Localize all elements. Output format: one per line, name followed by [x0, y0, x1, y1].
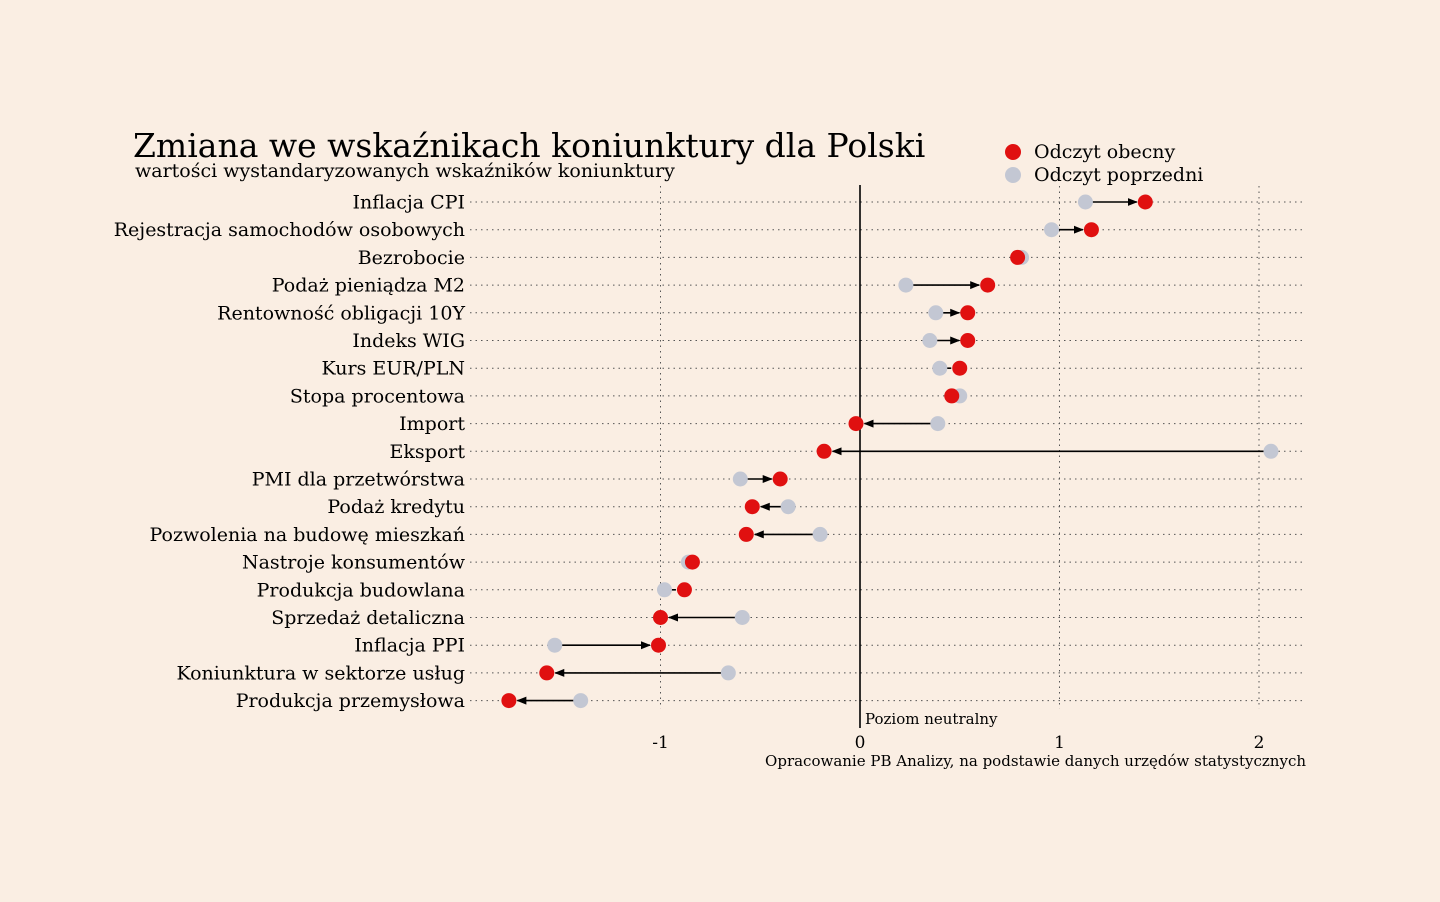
- chart-title: Zmiana we wskaźnikach koniunktury dla Po…: [133, 126, 925, 165]
- legend-marker-previous: [1005, 167, 1021, 183]
- legend-label-current: Odczyt obecny: [1034, 141, 1176, 163]
- point-previous: [1263, 443, 1279, 459]
- category-label: Produkcja przemysłowa: [236, 690, 465, 712]
- point-current: [1137, 194, 1153, 210]
- point-current: [848, 416, 864, 432]
- x-tick-label: 2: [1254, 733, 1265, 753]
- point-previous: [573, 693, 589, 709]
- legend-marker-current: [1005, 144, 1021, 160]
- point-current: [653, 610, 668, 625]
- category-label: Eksport: [390, 441, 466, 463]
- category-label: Produkcja budowlana: [257, 579, 465, 601]
- point-current: [684, 554, 700, 570]
- category-label: Nastroje konsumentów: [242, 552, 466, 574]
- point-current: [738, 526, 754, 542]
- category-label: PMI dla przetwórstwa: [252, 469, 465, 491]
- category-label: Sprzedaż detaliczna: [271, 607, 465, 629]
- category-label: Inflacja PPI: [354, 635, 465, 657]
- points: [501, 194, 1279, 709]
- point-previous: [898, 277, 914, 293]
- point-current: [651, 637, 667, 653]
- x-tick-label: 1: [1054, 733, 1065, 753]
- connectors: [516, 198, 1271, 705]
- category-label: Podaż pieniądza M2: [272, 275, 465, 297]
- point-current: [952, 360, 968, 376]
- category-label: Koniunktura w sektorze usług: [176, 662, 465, 684]
- category-label: Podaż kredytu: [327, 496, 465, 518]
- category-label: Pozwolenia na budowę mieszkań: [150, 524, 466, 546]
- point-previous: [656, 582, 672, 598]
- chart-subtitle: wartości wystandaryzowanych wskaźników k…: [135, 160, 675, 182]
- category-label: Bezrobocie: [358, 247, 465, 269]
- point-current: [539, 665, 555, 681]
- point-current: [676, 582, 692, 598]
- point-current: [772, 471, 788, 487]
- x-tick-label: 0: [855, 733, 866, 753]
- point-previous: [734, 610, 750, 625]
- legend-label-previous: Odczyt poprzedni: [1034, 164, 1203, 186]
- category-label: Import: [399, 413, 465, 435]
- category-label: Stopa procentowa: [290, 385, 465, 407]
- point-previous: [928, 305, 944, 321]
- point-current: [744, 499, 760, 515]
- neutral-level-label: Poziom neutralny: [865, 710, 998, 728]
- point-current: [960, 333, 976, 348]
- point-previous: [812, 526, 828, 542]
- point-previous: [1077, 194, 1093, 210]
- point-previous: [780, 499, 796, 515]
- point-current: [501, 693, 517, 709]
- point-current: [944, 388, 960, 404]
- category-label: Inflacja CPI: [353, 192, 465, 214]
- point-current: [980, 277, 996, 293]
- point-previous: [932, 360, 948, 376]
- point-previous: [720, 665, 736, 681]
- point-previous: [1044, 222, 1060, 238]
- x-tick-label: -1: [652, 733, 669, 753]
- source-note: Opracowanie PB Analizy, na podstawie dan…: [765, 752, 1306, 770]
- point-previous: [547, 637, 563, 653]
- point-current: [1083, 222, 1099, 238]
- category-label: Rentowność obligacji 10Y: [217, 302, 465, 324]
- grid: [470, 186, 1305, 709]
- point-previous: [732, 471, 748, 487]
- category-label: Kurs EUR/PLN: [321, 358, 465, 380]
- point-current: [960, 305, 976, 321]
- point-current: [1010, 249, 1026, 265]
- point-current: [816, 443, 832, 459]
- point-previous: [922, 333, 938, 348]
- point-previous: [930, 416, 946, 432]
- category-label: Indeks WIG: [352, 330, 465, 352]
- legend: Odczyt obecny Odczyt poprzedni: [1005, 141, 1203, 186]
- category-label: Rejestracja samochodów osobowych: [114, 219, 465, 241]
- x-axis-ticks: -1 0 1 2: [652, 733, 1264, 753]
- category-labels: Inflacja CPI Rejestracja samochodów osobo…: [114, 192, 466, 713]
